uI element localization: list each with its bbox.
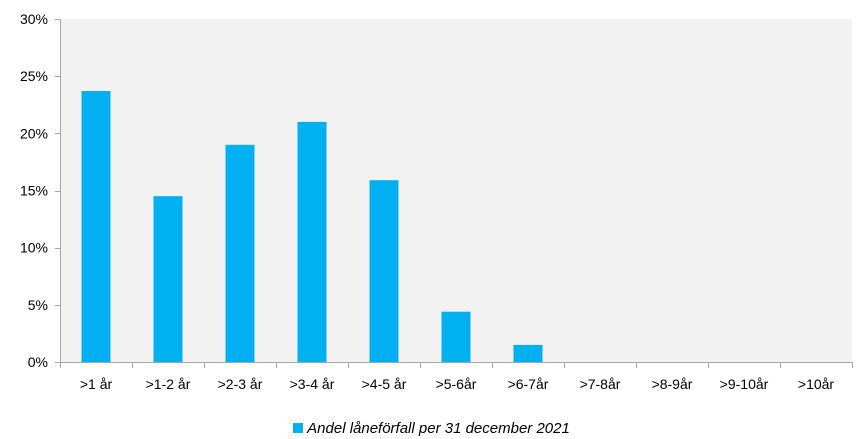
x-tick-label: >5-6år xyxy=(436,376,477,392)
bar-6 xyxy=(441,311,471,362)
y-tick-label: 5% xyxy=(28,297,48,313)
x-tick-label: >9-10år xyxy=(720,376,769,392)
x-tick-label: >6-7år xyxy=(508,376,549,392)
x-tick-label: >1-2 år xyxy=(146,376,191,392)
y-tick-labels: 0% 5% 10% 15% 20% 25% 30% xyxy=(20,11,48,370)
x-tick-label: >4-5 år xyxy=(362,376,407,392)
bar-3 xyxy=(225,144,255,362)
x-tick-label: >8-9år xyxy=(652,376,693,392)
bar-1 xyxy=(81,91,111,362)
bar-2 xyxy=(153,196,183,362)
legend-label: Andel låneförfall per 31 december 2021 xyxy=(307,419,570,437)
legend-swatch xyxy=(293,423,304,433)
x-tick-label: >2-3 år xyxy=(218,376,263,392)
y-tick-label: 20% xyxy=(20,125,48,141)
bars-group xyxy=(81,91,543,363)
axes-group xyxy=(55,19,853,368)
bar-7 xyxy=(513,344,543,362)
x-tick-label: >10år xyxy=(798,376,835,392)
x-tick-label: >3-4 år xyxy=(290,376,335,392)
y-tick-label: 25% xyxy=(20,68,48,84)
bar-4 xyxy=(297,121,327,363)
x-tick-labels: >1 år >1-2 år >2-3 år >3-4 år >4-5 år >5-6år >… xyxy=(80,376,835,392)
x-tick-label: >1 år xyxy=(80,376,113,392)
y-tick-label: 0% xyxy=(28,354,48,370)
y-tick-label: 15% xyxy=(20,183,48,199)
plot-area xyxy=(60,19,852,362)
x-tick-label: >7-8år xyxy=(580,376,621,392)
bar-5 xyxy=(369,180,399,362)
legend: Andel låneförfall per 31 december 2021 xyxy=(0,418,863,438)
y-tick-label: 10% xyxy=(20,240,48,256)
y-tick-label: 30% xyxy=(20,11,48,27)
